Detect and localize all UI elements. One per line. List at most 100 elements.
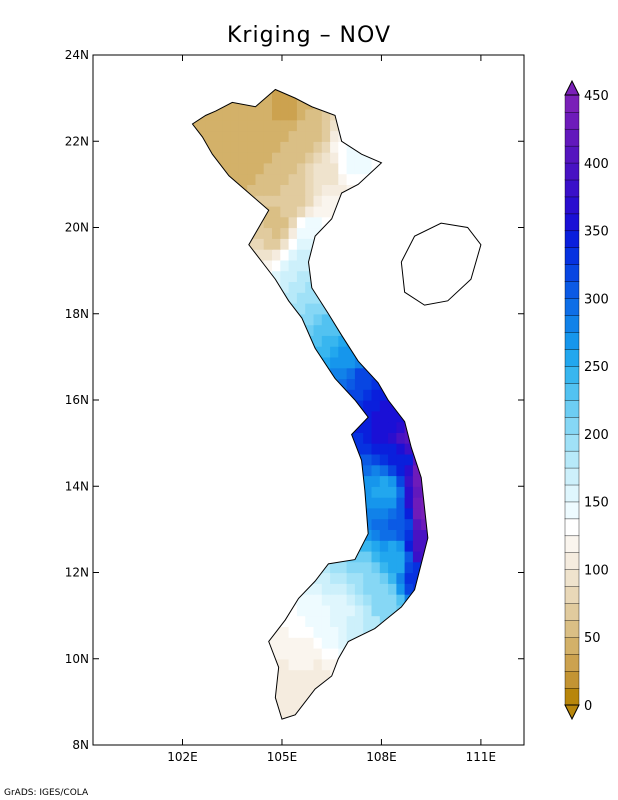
colorbar-label: 350 <box>584 225 609 240</box>
precip-cell <box>371 421 381 433</box>
precip-cell <box>412 540 422 552</box>
precip-cell <box>305 529 315 541</box>
precip-cell <box>305 184 315 196</box>
precip-cell <box>230 421 240 433</box>
precip-cell <box>330 367 339 380</box>
precip-cell <box>238 389 248 401</box>
precip-cell <box>438 594 447 605</box>
precip-cell <box>330 77 339 88</box>
precip-cell <box>205 108 215 121</box>
precip-cell <box>430 184 439 195</box>
precip-cell <box>288 184 298 196</box>
precip-cell <box>222 152 232 164</box>
precip-cell <box>288 98 298 110</box>
precip-cell <box>371 216 381 229</box>
precip-cell <box>430 670 439 681</box>
precip-cell <box>222 184 232 196</box>
precip-cell <box>197 184 207 196</box>
precip-cell <box>296 292 306 304</box>
precip-cell <box>205 594 215 606</box>
precip-cell <box>438 702 447 713</box>
precip-cell <box>363 130 373 142</box>
precip-cell <box>388 507 397 520</box>
precip-cell <box>338 518 348 530</box>
precip-cell <box>446 680 455 691</box>
precip-cell <box>379 130 389 142</box>
precip-cell <box>263 669 273 681</box>
precip-cell <box>313 421 323 433</box>
precip-cell <box>430 131 439 142</box>
precip-cell <box>354 615 364 627</box>
precip-cell <box>321 540 331 552</box>
precip-cell <box>321 216 331 229</box>
precip-cell <box>430 325 439 336</box>
precip-cell <box>371 281 381 293</box>
precip-cell <box>438 249 447 260</box>
precip-cell <box>247 216 257 229</box>
precip-cell <box>330 378 339 390</box>
precip-cell <box>363 701 373 714</box>
precip-cell <box>288 346 298 358</box>
precip-cell <box>379 648 389 660</box>
precip-cell <box>421 238 428 250</box>
precip-cell <box>197 432 207 444</box>
precip-cell <box>305 615 315 627</box>
precip-cell <box>379 443 389 455</box>
precip-cell <box>330 475 339 487</box>
precip-cell <box>338 119 348 132</box>
precip-cell <box>446 605 455 616</box>
precip-cell <box>280 356 290 369</box>
colorbar-swatch <box>564 484 580 503</box>
precip-cell <box>263 335 273 347</box>
precip-cell <box>263 701 273 714</box>
precip-cell <box>247 432 257 444</box>
precip-cell <box>363 313 373 326</box>
precip-cell <box>255 367 265 380</box>
precip-cell <box>296 303 306 315</box>
precip-cell <box>247 205 257 218</box>
precip-cell <box>214 486 223 498</box>
precip-cell <box>438 87 447 98</box>
precip-cell <box>222 486 232 498</box>
precip-cell <box>263 400 273 412</box>
precip-cell <box>305 303 315 315</box>
precip-cell <box>214 648 223 660</box>
precip-cell <box>338 324 348 336</box>
precip-cell <box>346 701 356 714</box>
precip-cell <box>247 227 257 239</box>
precip-cell <box>346 292 356 304</box>
precip-cell <box>371 637 381 649</box>
precip-cell <box>412 152 422 164</box>
precip-cell <box>263 98 273 110</box>
precip-cell <box>430 583 439 594</box>
precip-cell <box>404 669 414 681</box>
precip-cell <box>263 130 273 142</box>
precip-cell <box>421 195 428 207</box>
precip-cell <box>412 464 422 477</box>
precip-cell <box>222 421 232 433</box>
precip-cell <box>205 259 215 272</box>
precip-cell <box>305 281 315 293</box>
precip-cell <box>197 162 207 175</box>
precip-cell <box>214 141 223 153</box>
precip-cell <box>396 378 406 390</box>
precip-cell <box>238 249 248 261</box>
precip-cell <box>421 356 428 369</box>
precip-cell <box>396 249 406 261</box>
precip-cell <box>396 637 406 649</box>
precip-cell <box>305 89 315 99</box>
precip-cell <box>313 712 323 720</box>
precip-cell <box>272 119 281 132</box>
precip-cell <box>288 572 298 584</box>
precip-cell <box>238 594 248 606</box>
precip-cell <box>247 712 257 720</box>
precip-cell <box>446 174 455 185</box>
precip-cell <box>412 173 422 185</box>
precip-cell <box>214 130 223 142</box>
precip-cell <box>214 680 223 692</box>
precip-cell <box>280 497 290 509</box>
precip-cell <box>430 562 439 573</box>
precip-cell <box>438 163 447 174</box>
precip-cell <box>197 497 207 509</box>
